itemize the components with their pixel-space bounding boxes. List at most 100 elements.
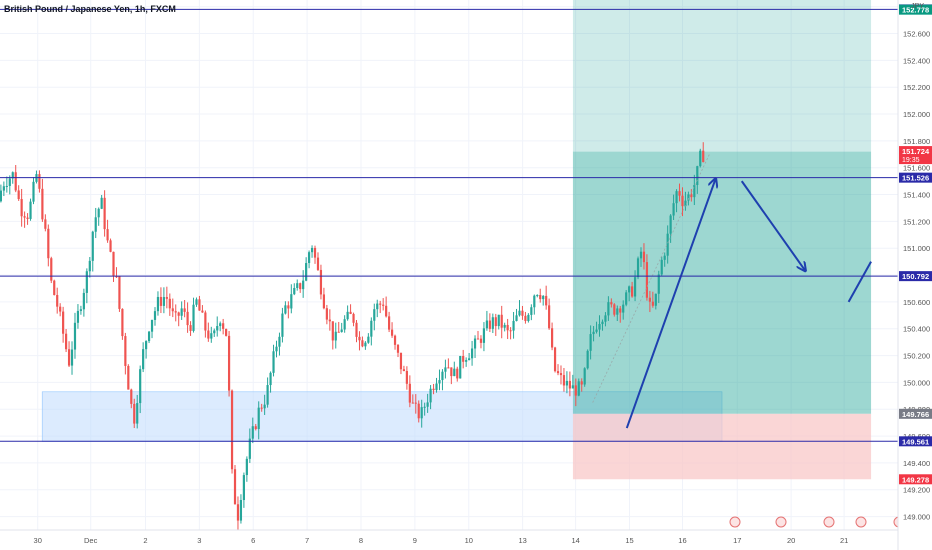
candle-body [583,368,586,385]
candle-body [675,191,678,204]
price-tag-gray-text: 149.766 [902,410,929,419]
candle-body [521,310,524,316]
candle-body [88,260,91,272]
candle-body [343,319,346,330]
candle-body [444,367,447,372]
candle-body [370,320,373,337]
candle-body [503,324,506,328]
candle-body [399,352,403,370]
candle-body [331,321,334,341]
candle-body [17,190,20,200]
y-tick-label: 149.200 [903,486,930,495]
candle-body [696,166,699,185]
candle-body [628,286,631,293]
x-tick-label: 6 [251,536,255,545]
candle-body [153,311,157,320]
candle-body [0,190,2,202]
candle-body [171,308,174,312]
candle-body [633,277,637,297]
candle-body [76,310,80,323]
candle-body [254,426,257,429]
candle-body [162,297,165,306]
candle-body [85,271,88,293]
candle-body [192,304,195,331]
candle-body [622,304,625,313]
candle-body [373,309,376,321]
price-tag-green [899,4,932,15]
x-tick-label: 17 [733,536,741,545]
candle-body [488,320,491,329]
candle-body [562,375,566,386]
y-tick-label: 152.000 [903,110,930,119]
candle-body [642,251,646,263]
candle-body [5,185,8,187]
candle-body [201,310,204,313]
candle-body [524,315,527,321]
candle-body [299,283,302,290]
candle-body [568,380,571,389]
y-tick-label: 149.000 [903,513,930,522]
candle-body [257,407,260,429]
candle-body [518,310,521,316]
candle-body [601,321,604,325]
candle-body [580,381,583,385]
candle-body [619,308,622,313]
event-flag-icon [775,516,787,528]
candle-body [654,293,657,306]
candle-body [29,201,32,219]
candle-body [186,311,189,326]
candle-body [604,315,607,322]
candle-body [485,320,488,329]
candle-body [657,274,660,294]
y-tick-label: 151.600 [903,164,930,173]
candle-body [432,388,435,391]
candle-body [310,247,314,253]
event-flag-icon [823,516,835,528]
candle-body [213,330,216,334]
candle-body [219,323,222,327]
candle-body [663,255,666,260]
candle-body [195,299,198,305]
event-flag-icon [729,516,741,528]
y-tick-label: 151.400 [903,191,930,200]
candle-body [542,295,545,300]
candle-body [239,500,243,521]
candle-body [494,317,497,327]
candle-body [462,355,465,362]
candle-body [109,240,112,252]
candle-body [260,407,263,409]
candle-body [533,295,536,308]
price-tag-green-text: 152.778 [902,6,929,15]
candle-body [435,383,438,391]
candle-body [32,181,35,202]
candle-body [124,336,127,366]
candle-body [450,367,453,377]
candle-body [296,283,299,288]
candle-body [145,341,148,350]
candle-body [358,336,361,341]
candle-body [479,338,483,343]
y-tick-label: 149.400 [903,459,930,468]
projection-line [592,154,710,403]
candle-body [361,340,364,347]
x-tick-label: 7 [305,536,309,545]
x-tick-label: 13 [518,536,526,545]
candle-body [693,184,696,198]
candle-body [44,219,47,229]
y-tick-label: 152.600 [903,30,930,39]
candle-body [367,336,370,343]
candle-body [106,229,109,241]
candle-body [322,294,326,309]
candle-body [473,338,477,349]
level-price-tag [899,271,932,282]
candle-body [272,351,275,373]
candle-body [402,369,406,372]
candle-body [177,312,180,316]
price-tag-gray [899,408,932,419]
candle-body [142,349,145,370]
candle-body [447,367,450,369]
candle-body [269,372,272,386]
candle-body [174,311,177,313]
